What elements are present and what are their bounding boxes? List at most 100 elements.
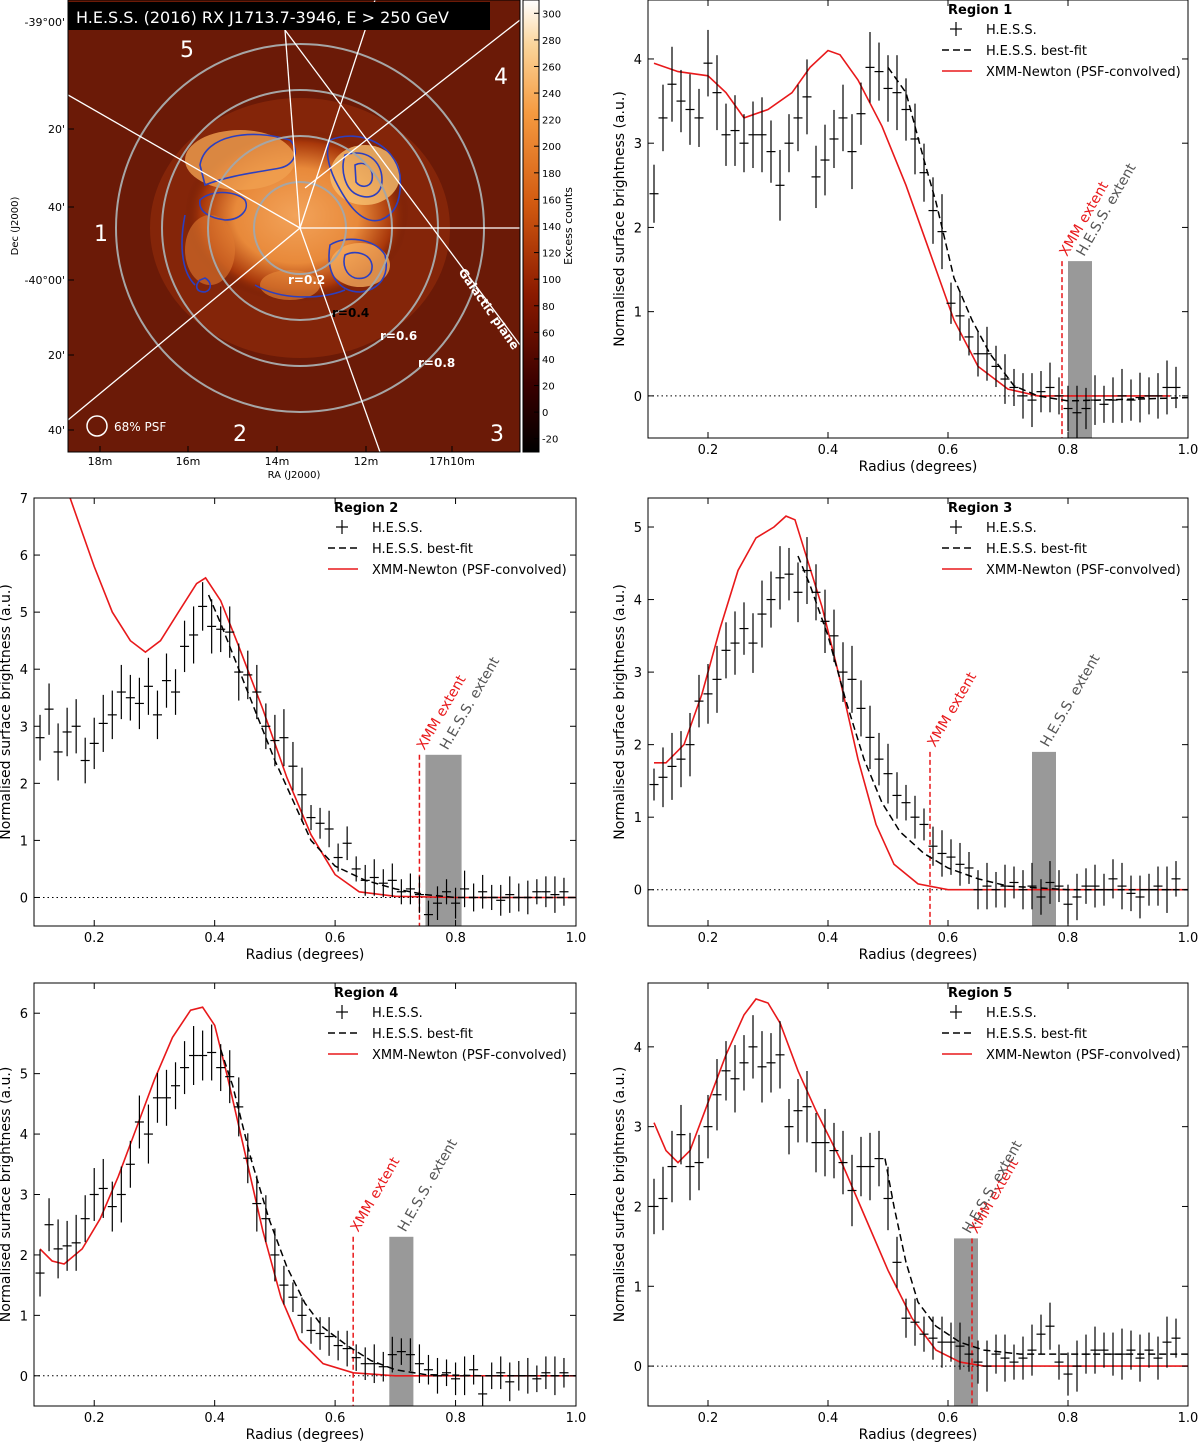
hess-data-point xyxy=(973,870,983,910)
hess-data-point xyxy=(116,664,126,720)
hess-data-point xyxy=(288,741,298,791)
hess-data-point xyxy=(107,1181,117,1232)
hess-data-point xyxy=(865,32,875,103)
legend-entry: H.E.S.S. xyxy=(372,521,423,536)
hess-data-point xyxy=(757,580,767,648)
profile-chart-region-3: 0.2 0.4 0.6 0.8 1.0 0 1 2 3 4 5 Radius (degrees) Nor… xyxy=(612,497,1198,963)
hess-data-point xyxy=(1027,862,1037,910)
hess-data-point xyxy=(919,143,929,202)
colorbar-tick-label: 20 xyxy=(542,382,555,393)
hess-data-point xyxy=(487,884,497,911)
x-tick-label: 0.6 xyxy=(325,931,346,946)
y-tick-label: 0 xyxy=(20,891,28,906)
dec-tick-label: 20' xyxy=(48,123,65,136)
profile-chart-region-4: 0.2 0.4 0.6 0.8 1.0 0 1 2 3 4 5 6 Radius (degrees) No… xyxy=(0,982,587,1443)
x-axis-label: Radius (degrees) xyxy=(859,459,978,475)
hess-data-point xyxy=(1153,1336,1163,1380)
hess-data-point xyxy=(874,732,884,786)
x-tick-label: 0.8 xyxy=(445,931,466,946)
skymap-title: H.E.S.S. (2016) RX J1713.7-3946, E > 250… xyxy=(76,8,449,27)
hess-data-point xyxy=(838,84,848,152)
hess-data-point xyxy=(829,109,839,169)
y-tick-label: 5 xyxy=(20,1068,28,1083)
hess-data-point xyxy=(757,1031,767,1103)
hess-data-point xyxy=(1045,861,1055,904)
chart-title: Region 5 xyxy=(948,986,1012,1001)
x-axis-label: Radius (degrees) xyxy=(859,1427,978,1443)
y-tick-label: 4 xyxy=(20,663,28,678)
y-axis-label: Normalised surface brightness (a.u.) xyxy=(0,1067,14,1323)
x-tick-label: 0.2 xyxy=(84,931,105,946)
hess-data-point xyxy=(1018,870,1028,910)
hess-data-point xyxy=(811,564,821,621)
hess-extent-label: H.E.S.S. extent xyxy=(960,1138,1026,1237)
hess-data-point xyxy=(234,1077,244,1137)
hess-data-point xyxy=(306,805,316,831)
hess-data-point xyxy=(1081,1334,1091,1374)
x-tick-label: 0.2 xyxy=(698,1411,719,1426)
y-tick-label: 5 xyxy=(20,606,28,621)
hess-data-point xyxy=(324,1317,334,1356)
hess-data-point xyxy=(414,1344,424,1384)
hess-data-point xyxy=(252,664,262,720)
hess-data-point xyxy=(71,699,81,754)
y-tick-label: 3 xyxy=(634,137,642,152)
y-tick-label: 1 xyxy=(634,306,642,321)
profile-chart-region-1: 0.2 0.4 0.6 0.8 1.0 0 1 2 3 4 Radius (degrees) Norm… xyxy=(612,0,1198,475)
x-tick-label: 0.4 xyxy=(204,1411,225,1426)
hess-data-point xyxy=(559,1357,569,1388)
hess-data-point xyxy=(315,807,325,839)
hess-data-point xyxy=(1072,873,1082,921)
hess-data-point xyxy=(198,1030,208,1081)
x-tick-label: 1.0 xyxy=(566,931,587,946)
hess-data-point xyxy=(98,694,108,752)
x-tick-label: 0.4 xyxy=(818,1411,839,1426)
hess-data-point xyxy=(143,1104,153,1164)
hess-data-point xyxy=(116,1166,126,1223)
hess-data-point xyxy=(847,114,857,190)
hess-data-point xyxy=(387,1336,397,1373)
y-tick-label: 1 xyxy=(634,811,642,826)
region-label-5: 5 xyxy=(180,38,194,63)
colorbar-label: Excess counts xyxy=(562,187,575,265)
hess-data-point xyxy=(820,124,830,196)
hess-data-point xyxy=(739,602,749,655)
hess-data-point xyxy=(865,705,875,770)
dec-tick-label: 40' xyxy=(48,201,65,214)
hess-data-point xyxy=(667,46,677,122)
hess-data-point xyxy=(1099,873,1109,906)
hess-data-point xyxy=(784,547,794,601)
hess-data-point xyxy=(757,97,767,173)
x-tick-label: 1.0 xyxy=(566,1411,587,1426)
xmm-curve xyxy=(654,515,1188,891)
hess-data-point xyxy=(1018,373,1028,419)
hess-best-fit-curve xyxy=(887,66,1188,402)
hess-data-point xyxy=(685,1132,695,1201)
hess-data-point xyxy=(1126,1330,1136,1370)
hess-data-point xyxy=(676,1104,686,1165)
hess-data-point xyxy=(469,1354,479,1385)
hess-data-point xyxy=(451,887,461,919)
hess-data-point xyxy=(180,620,190,673)
hess-data-point xyxy=(982,326,992,381)
hess-data-point xyxy=(937,194,947,270)
hess-data-point xyxy=(973,331,983,377)
legend-entry: XMM-Newton (PSF-convolved) xyxy=(986,1048,1181,1063)
hess-data-point xyxy=(991,1334,1001,1374)
hess-data-point xyxy=(739,114,749,173)
ra-tick-label: 12m xyxy=(354,455,379,468)
hess-data-point xyxy=(62,707,72,757)
hess-data-point xyxy=(1063,1352,1073,1396)
hess-data-point xyxy=(676,69,686,133)
hess-data-point xyxy=(442,879,452,905)
hess-data-point xyxy=(1027,373,1037,428)
legend-entry: H.E.S.S. xyxy=(986,521,1037,536)
colorbar-tick-label: 200 xyxy=(542,142,561,153)
hess-data-point xyxy=(243,1133,253,1184)
hess-data-point xyxy=(811,145,821,209)
hess-data-point xyxy=(125,1140,135,1188)
hess-data-point xyxy=(1108,1332,1118,1376)
hess-data-point xyxy=(1171,1318,1181,1358)
ra-tick-label: 16m xyxy=(176,455,201,468)
hess-data-point xyxy=(523,1357,533,1394)
